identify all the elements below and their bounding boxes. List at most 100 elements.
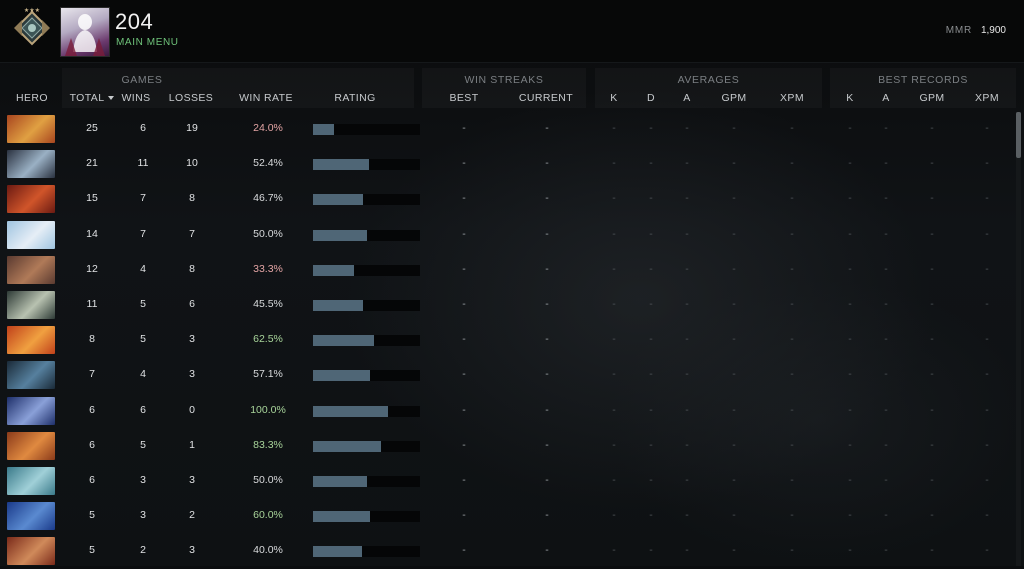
avg-assists-value: - [685,157,689,170]
table-row[interactable]: 12 4 8 33.3% - - - - - - - - - - - [0,253,1014,288]
best-xpm-value: - [985,262,989,275]
win-rate-value: 60.0% [253,509,283,522]
hero-7-icon[interactable] [7,326,55,355]
win-rate-value: 62.5% [253,333,283,346]
table-row[interactable]: 14 7 7 50.0% - - - - - - - - - - - [0,218,1014,253]
avg-deaths-value: - [649,509,653,522]
avg-kills-value: - [612,509,616,522]
main-menu-link[interactable]: MAIN MENU [116,37,179,48]
column-header-best-gpm[interactable]: GPM [919,92,945,104]
column-header-avg-assists[interactable]: A [683,92,691,104]
best-xpm-value: - [985,403,989,416]
column-header-avg-gpm[interactable]: GPM [721,92,747,104]
best-gpm-value: - [930,298,934,310]
hero-9-icon[interactable] [7,396,55,425]
wins-value: 5 [140,438,146,451]
avg-xpm-value: - [790,509,794,522]
win-rate-value: 100.0% [250,403,286,416]
column-header-best-kills[interactable]: K [846,92,854,104]
column-header-rating[interactable]: RATING [334,92,376,104]
hero-13-icon[interactable] [7,537,55,566]
current-streak-value: - [545,227,549,240]
hero-4-icon[interactable] [7,220,55,249]
avg-xpm-value: - [790,122,794,134]
column-header-best-xpm[interactable]: XPM [975,92,999,104]
table-row[interactable]: 6 6 0 100.0% - - - - - - - - - - - [0,394,1014,429]
column-header-losses[interactable]: LOSSES [168,92,214,104]
column-header-wins[interactable]: WINS [121,92,151,104]
table-row[interactable]: 7 4 3 57.1% - - - - - - - - - - - [0,358,1014,393]
best-gpm-value: - [930,262,934,275]
column-header-avg-kills[interactable]: K [610,92,618,104]
table-row[interactable]: 25 6 19 24.0% - - - - - - - - - - - [0,112,1014,147]
column-header-avg-xpm[interactable]: XPM [780,92,804,104]
column-header-hero[interactable]: HERO [16,92,48,104]
column-header-win-rate[interactable]: WIN RATE [239,92,293,104]
table-row[interactable]: 6 5 1 83.3% - - - - - - - - - - - [0,429,1014,464]
hero-8-icon[interactable] [7,361,55,390]
best-assists-value: - [884,227,888,240]
rating-bar-fill [313,335,374,347]
column-header-best-assists[interactable]: A [882,92,890,104]
player-name: 204 [115,9,154,34]
table-row[interactable]: 15 7 8 46.7% - - - - - - - - - - - [0,182,1014,217]
table-row[interactable]: 6 3 3 50.0% - - - - - - - - - - - [0,464,1014,499]
total-games-value: 12 [86,262,98,275]
hero-1-icon[interactable] [7,115,55,143]
best-gpm-value: - [930,227,934,240]
avatar[interactable] [60,7,110,57]
hero-5-icon[interactable] [7,255,55,284]
wins-value: 6 [140,122,146,134]
column-header-total[interactable]: TOTAL [66,92,118,104]
total-games-value: 5 [89,544,95,557]
avg-kills-value: - [612,192,616,205]
avg-deaths-value: - [649,438,653,451]
avg-gpm-value: - [732,438,736,451]
total-games-value: 6 [89,403,95,416]
rating-bar [313,335,420,347]
hero-11-icon[interactable] [7,467,55,495]
rating-bar [313,194,420,206]
avg-deaths-value: - [649,403,653,416]
total-games-value: 25 [86,122,98,134]
best-gpm-value: - [930,157,934,170]
wins-value: 5 [140,298,146,310]
wins-value: 3 [140,474,146,486]
table-row[interactable]: 5 2 3 40.0% - - - - - - - - - - - [0,534,1014,569]
avg-assists-value: - [685,122,689,134]
avg-gpm-value: - [732,298,736,310]
best-xpm-value: - [985,298,989,310]
hero-10-icon[interactable] [7,431,55,460]
best-gpm-value: - [930,192,934,205]
best-gpm-value: - [930,438,934,451]
column-header-best-streak[interactable]: BEST [449,92,479,104]
best-gpm-value: - [930,474,934,486]
best-kills-value: - [848,227,852,240]
current-streak-value: - [545,509,549,522]
hero-2-icon[interactable] [7,150,55,179]
best-kills-value: - [848,438,852,451]
rating-bar-fill [313,194,363,206]
hero-3-icon[interactable] [7,185,55,214]
scrollbar[interactable] [1016,112,1021,566]
best-gpm-value: - [930,544,934,557]
win-rate-value: 83.3% [253,438,283,451]
avg-kills-value: - [612,544,616,557]
scrollbar-thumb[interactable] [1016,112,1021,158]
table-row[interactable]: 21 11 10 52.4% - - - - - - - - - - - [0,147,1014,182]
avg-kills-value: - [612,298,616,310]
table-row[interactable]: 11 5 6 45.5% - - - - - - - - - - - [0,288,1014,323]
losses-value: 3 [189,333,195,346]
hero-12-icon[interactable] [7,502,55,531]
table-row[interactable]: 8 5 3 62.5% - - - - - - - - - - - [0,323,1014,358]
best-assists-value: - [884,192,888,205]
column-header-avg-deaths[interactable]: D [647,92,655,104]
column-header-current-streak[interactable]: CURRENT [518,92,574,104]
hero-6-icon[interactable] [7,291,55,319]
rating-bar [313,370,420,382]
best-xpm-value: - [985,509,989,522]
profile-header: ★★★ 204 MAIN MENU MMR 1,900 [0,0,1024,63]
rating-bar-fill [313,476,367,487]
table-row[interactable]: 5 3 2 60.0% - - - - - - - - - - - [0,499,1014,534]
win-rate-value: 57.1% [253,368,283,381]
